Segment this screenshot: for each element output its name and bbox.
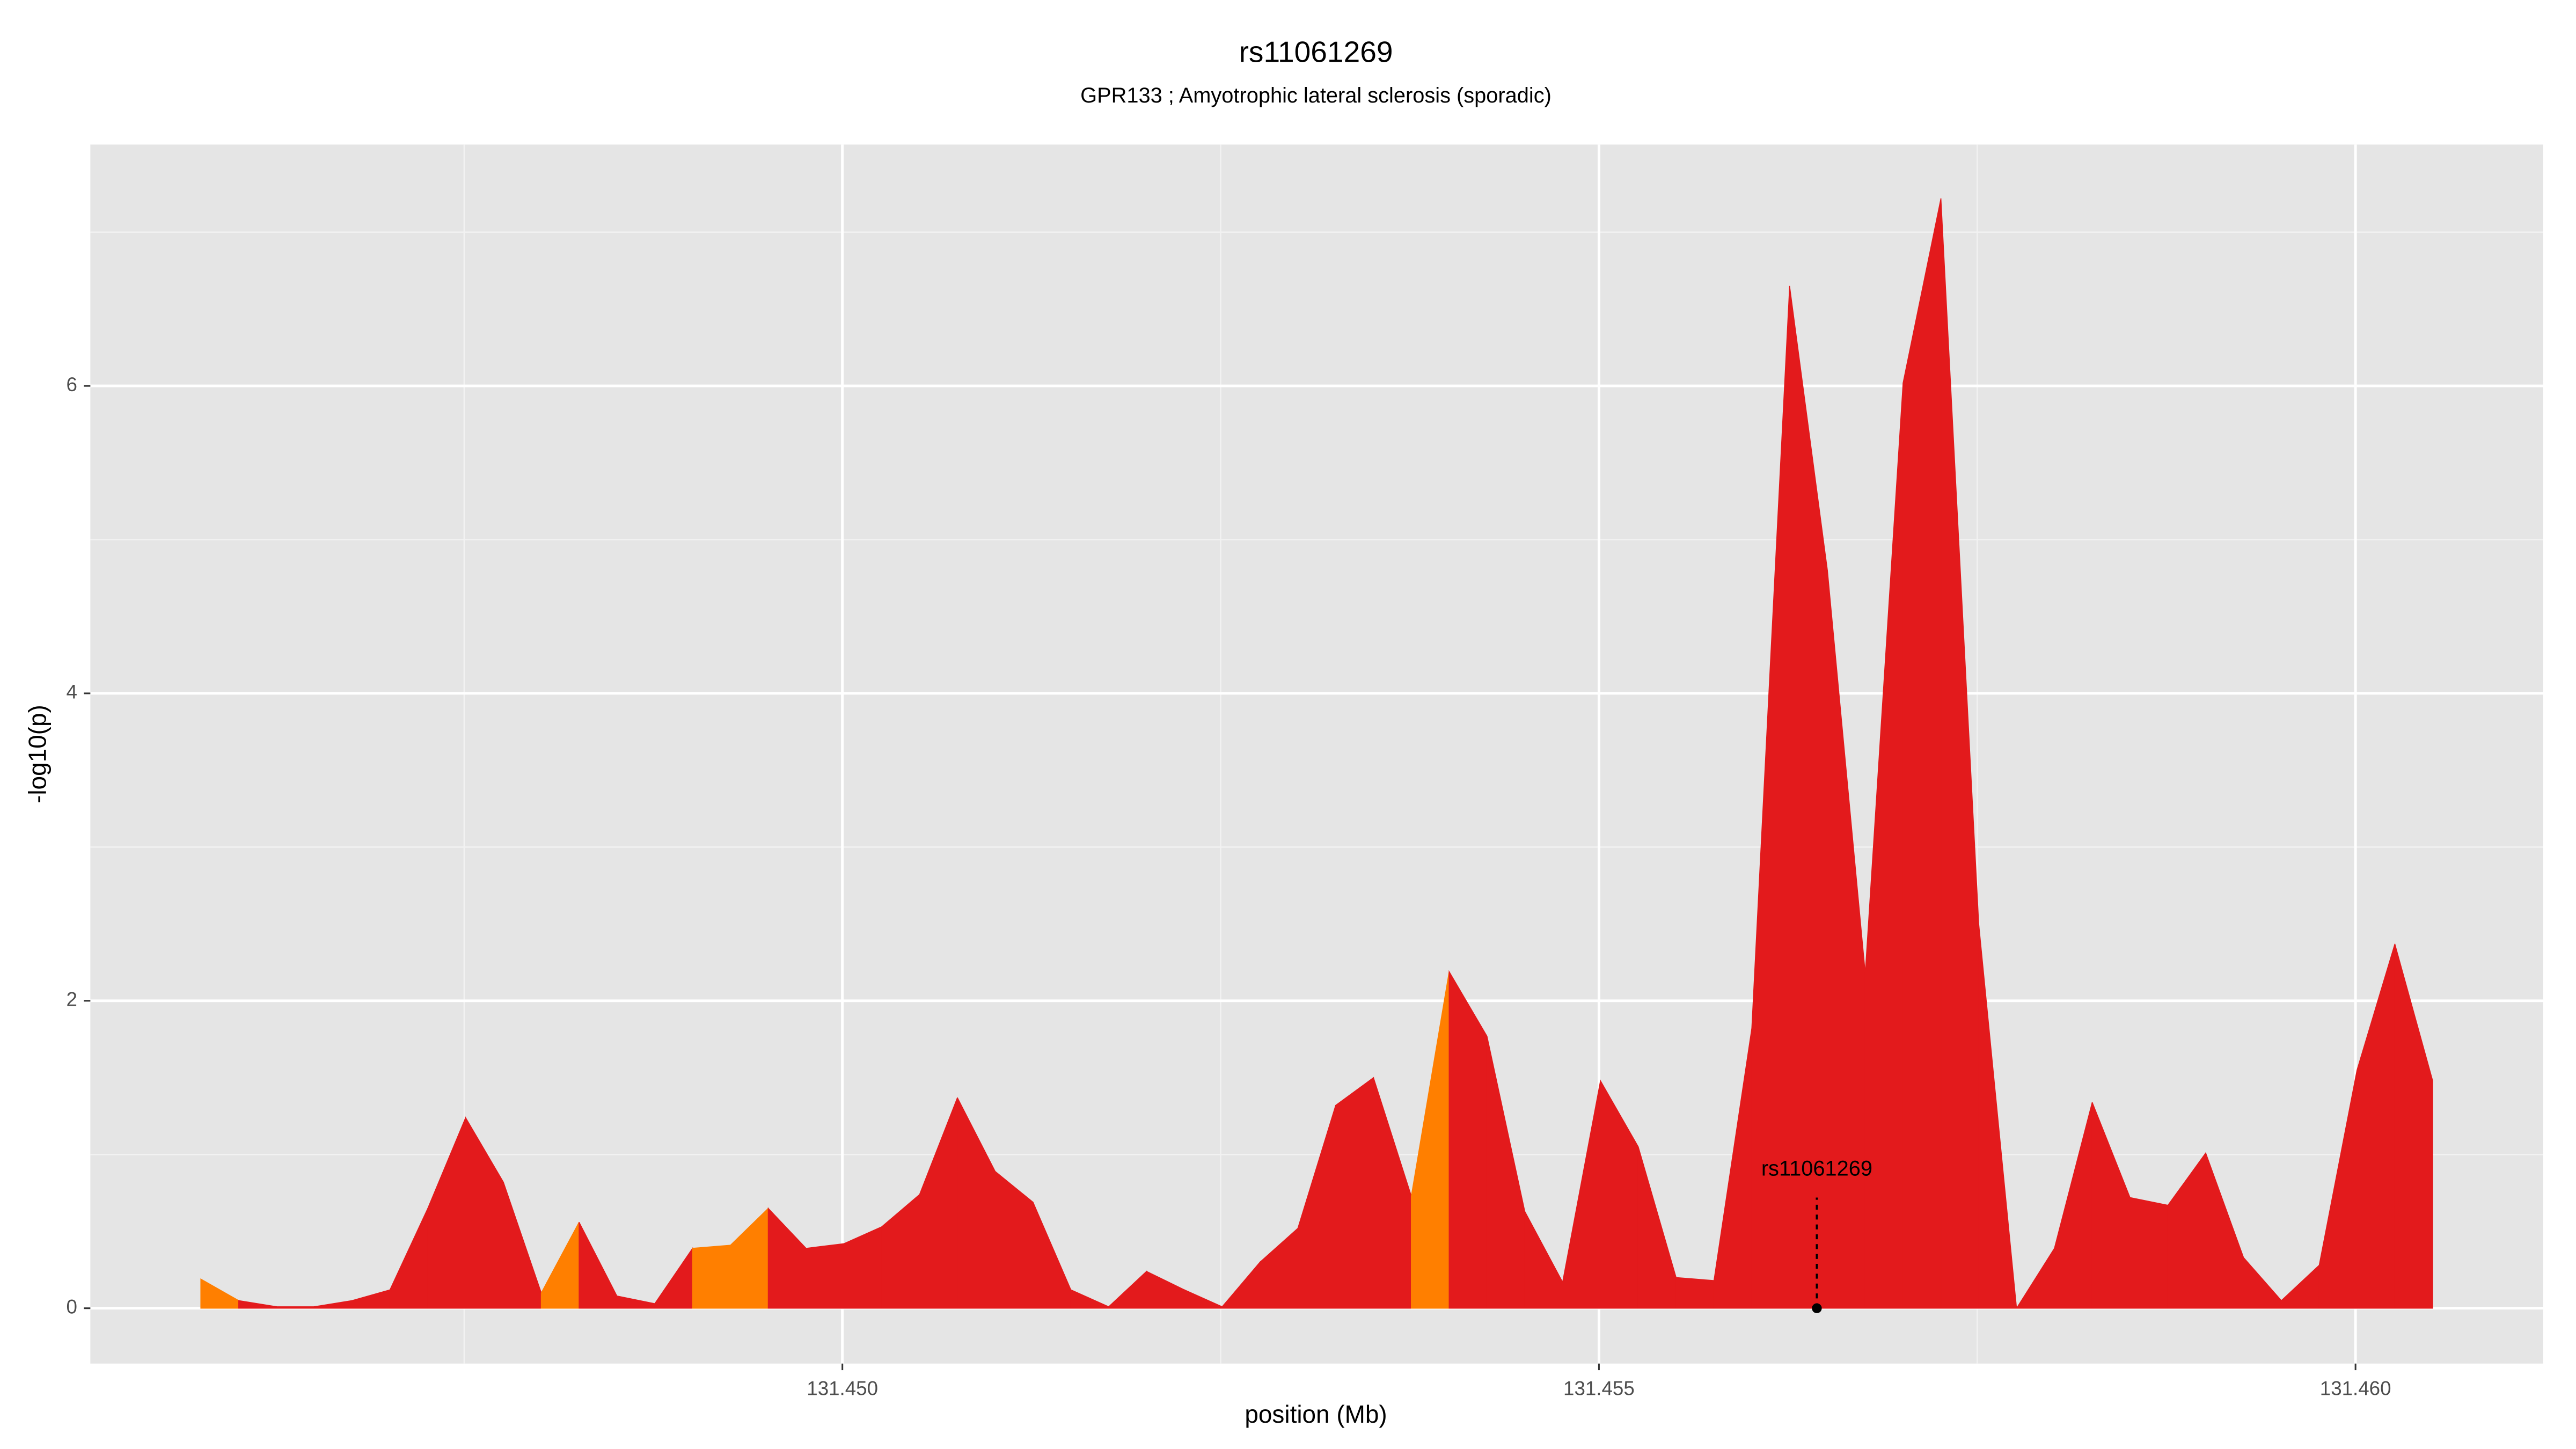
area-segment <box>1902 198 1942 1309</box>
y-axis-label: -log10(p) <box>24 705 52 803</box>
x-tick-label: 131.455 <box>1563 1377 1635 1399</box>
y-tick-label: 6 <box>66 374 77 396</box>
y-tick-label: 0 <box>66 1296 77 1318</box>
area-segment <box>692 1245 731 1309</box>
annotation-label: rs11061269 <box>1761 1157 1872 1180</box>
area-segment <box>276 1306 315 1309</box>
area-segment <box>806 1243 845 1309</box>
y-tick-label: 2 <box>66 989 77 1011</box>
x-tick-label: 131.460 <box>2320 1377 2391 1399</box>
area-segment <box>2129 1197 2169 1309</box>
x-axis-label: position (Mb) <box>1245 1400 1387 1428</box>
area-segment <box>2394 943 2433 1309</box>
area-segment <box>1335 1077 1374 1309</box>
annotation-point <box>1812 1303 1822 1313</box>
x-tick-label: 131.450 <box>807 1377 878 1399</box>
area-segment <box>1675 1277 1715 1309</box>
chart-subtitle: GPR133 ; Amyotrophic lateral sclerosis (… <box>1080 84 1552 107</box>
plot-background <box>90 144 2543 1364</box>
chart-title: rs11061269 <box>1239 35 1393 69</box>
y-tick-label: 4 <box>66 681 77 703</box>
area-segment <box>1978 924 2017 1309</box>
